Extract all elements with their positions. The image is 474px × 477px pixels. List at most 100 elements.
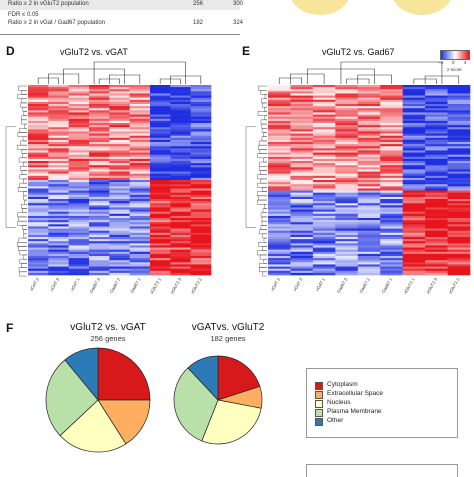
heatmap-cell	[48, 150, 69, 153]
heatmap-cell	[268, 131, 291, 134]
heatmap-cell	[150, 232, 171, 236]
heatmap-cell	[129, 184, 151, 187]
heatmap-cell	[402, 186, 426, 189]
heatmap-cell	[48, 201, 69, 204]
pie-slice-plasma-membrane	[45, 359, 99, 437]
heatmap-cell	[190, 232, 212, 236]
heatmap-cell	[89, 190, 110, 193]
legend-swatch	[315, 391, 323, 399]
heatmap-cell	[48, 268, 69, 272]
heatmap-cell	[447, 203, 471, 206]
heatmap-cell	[150, 129, 171, 132]
heatmap-cell	[425, 150, 448, 153]
heatmap-cell	[312, 239, 336, 242]
heatmap-cell	[89, 203, 110, 206]
dendrogram-branch	[260, 212, 267, 218]
heatmap-cell	[380, 253, 403, 257]
heatmap-cell	[170, 272, 191, 276]
heatmap-cell	[109, 256, 130, 259]
heatmap-cell	[109, 135, 130, 139]
heatmap-cell	[190, 146, 212, 149]
heatmap-cell	[28, 165, 49, 168]
heatmap-cell	[48, 241, 69, 244]
heatmap-cell	[357, 241, 381, 244]
heatmap-cell	[129, 213, 151, 217]
heatmap-cell	[268, 180, 291, 183]
heatmap-cell	[447, 110, 471, 113]
heatmap-cell	[335, 156, 359, 160]
heatmap-cell	[109, 266, 130, 269]
heatmap-cell	[312, 156, 336, 160]
heatmap-cell	[109, 120, 130, 124]
heatmap-cell	[28, 268, 49, 272]
heatmap-cell	[425, 152, 448, 155]
heatmap-cell	[357, 108, 381, 111]
dendrogram-branch	[260, 225, 267, 230]
heatmap-cell	[335, 133, 359, 136]
heatmap-cell	[109, 180, 130, 183]
heatmap-cell	[268, 101, 291, 105]
heatmap-cell	[447, 188, 471, 191]
heatmap-cell	[290, 158, 314, 162]
heatmap-cell	[48, 142, 69, 145]
heatmap-cell	[380, 190, 403, 193]
heatmap-cell	[447, 249, 471, 253]
heatmap-cell	[357, 201, 381, 204]
heatmap-cell	[129, 97, 151, 101]
heatmap-cell	[89, 101, 110, 105]
heatmap-cell	[380, 112, 403, 115]
heatmap-cell	[190, 230, 212, 234]
heatmap-cell	[89, 184, 110, 187]
heatmap-cell	[447, 156, 471, 160]
heatmap-cell	[129, 186, 151, 189]
heatmap-cell	[447, 215, 471, 219]
heatmap-cell	[380, 256, 403, 259]
heatmap-cell	[28, 106, 49, 109]
heatmap-cell	[402, 209, 426, 212]
heatmap-cell	[129, 272, 151, 276]
heatmap-cell	[290, 232, 314, 236]
heatmap-cell	[28, 180, 49, 183]
heatmap-cell	[150, 150, 171, 153]
heatmap-cell	[425, 148, 448, 151]
heatmap-cell	[48, 129, 69, 132]
heatmap-cell	[335, 220, 359, 223]
heatmap-cell	[190, 224, 212, 227]
heatmap-cell	[28, 150, 49, 153]
heatmap-cell	[109, 260, 130, 263]
heatmap-cell	[290, 154, 314, 158]
heatmap-cell	[290, 108, 314, 111]
heatmap-cell	[425, 224, 448, 227]
heatmap-cell	[380, 158, 403, 162]
heatmap-cell	[380, 209, 403, 212]
heatmap-cells	[28, 85, 212, 276]
heatmap-cell	[268, 182, 291, 185]
heatmap-cell	[48, 262, 69, 265]
heatmap-cell	[28, 220, 49, 223]
heatmap-cell	[312, 243, 336, 246]
dendrogram-branch	[18, 267, 27, 273]
heatmap-cell	[268, 110, 291, 113]
heatmap-cell	[290, 211, 314, 215]
heatmap-cell	[129, 169, 151, 172]
heatmap-cell	[129, 139, 151, 143]
heatmap-cell	[447, 116, 471, 120]
heatmap-cell	[28, 239, 49, 242]
dendrogram-branch	[22, 153, 27, 159]
panel-letter-d: D	[6, 44, 15, 58]
heatmap-cell	[335, 167, 359, 170]
heatmap-cell	[312, 139, 336, 143]
heatmap-cell	[447, 139, 471, 143]
heatmap-cell	[357, 182, 381, 185]
heatmap-cell	[129, 137, 151, 141]
heatmap-cell	[68, 110, 90, 113]
heatmap-cell	[68, 205, 90, 208]
heatmap-cell	[357, 268, 381, 272]
heatmap-cell	[150, 220, 171, 223]
dendrogram-branch	[21, 115, 27, 121]
heatmap-cell	[402, 118, 426, 122]
heatmap-cell	[357, 85, 381, 88]
heatmap-cell	[109, 262, 130, 265]
heatmap-cell	[109, 253, 130, 257]
heatmap-cell	[89, 152, 110, 155]
